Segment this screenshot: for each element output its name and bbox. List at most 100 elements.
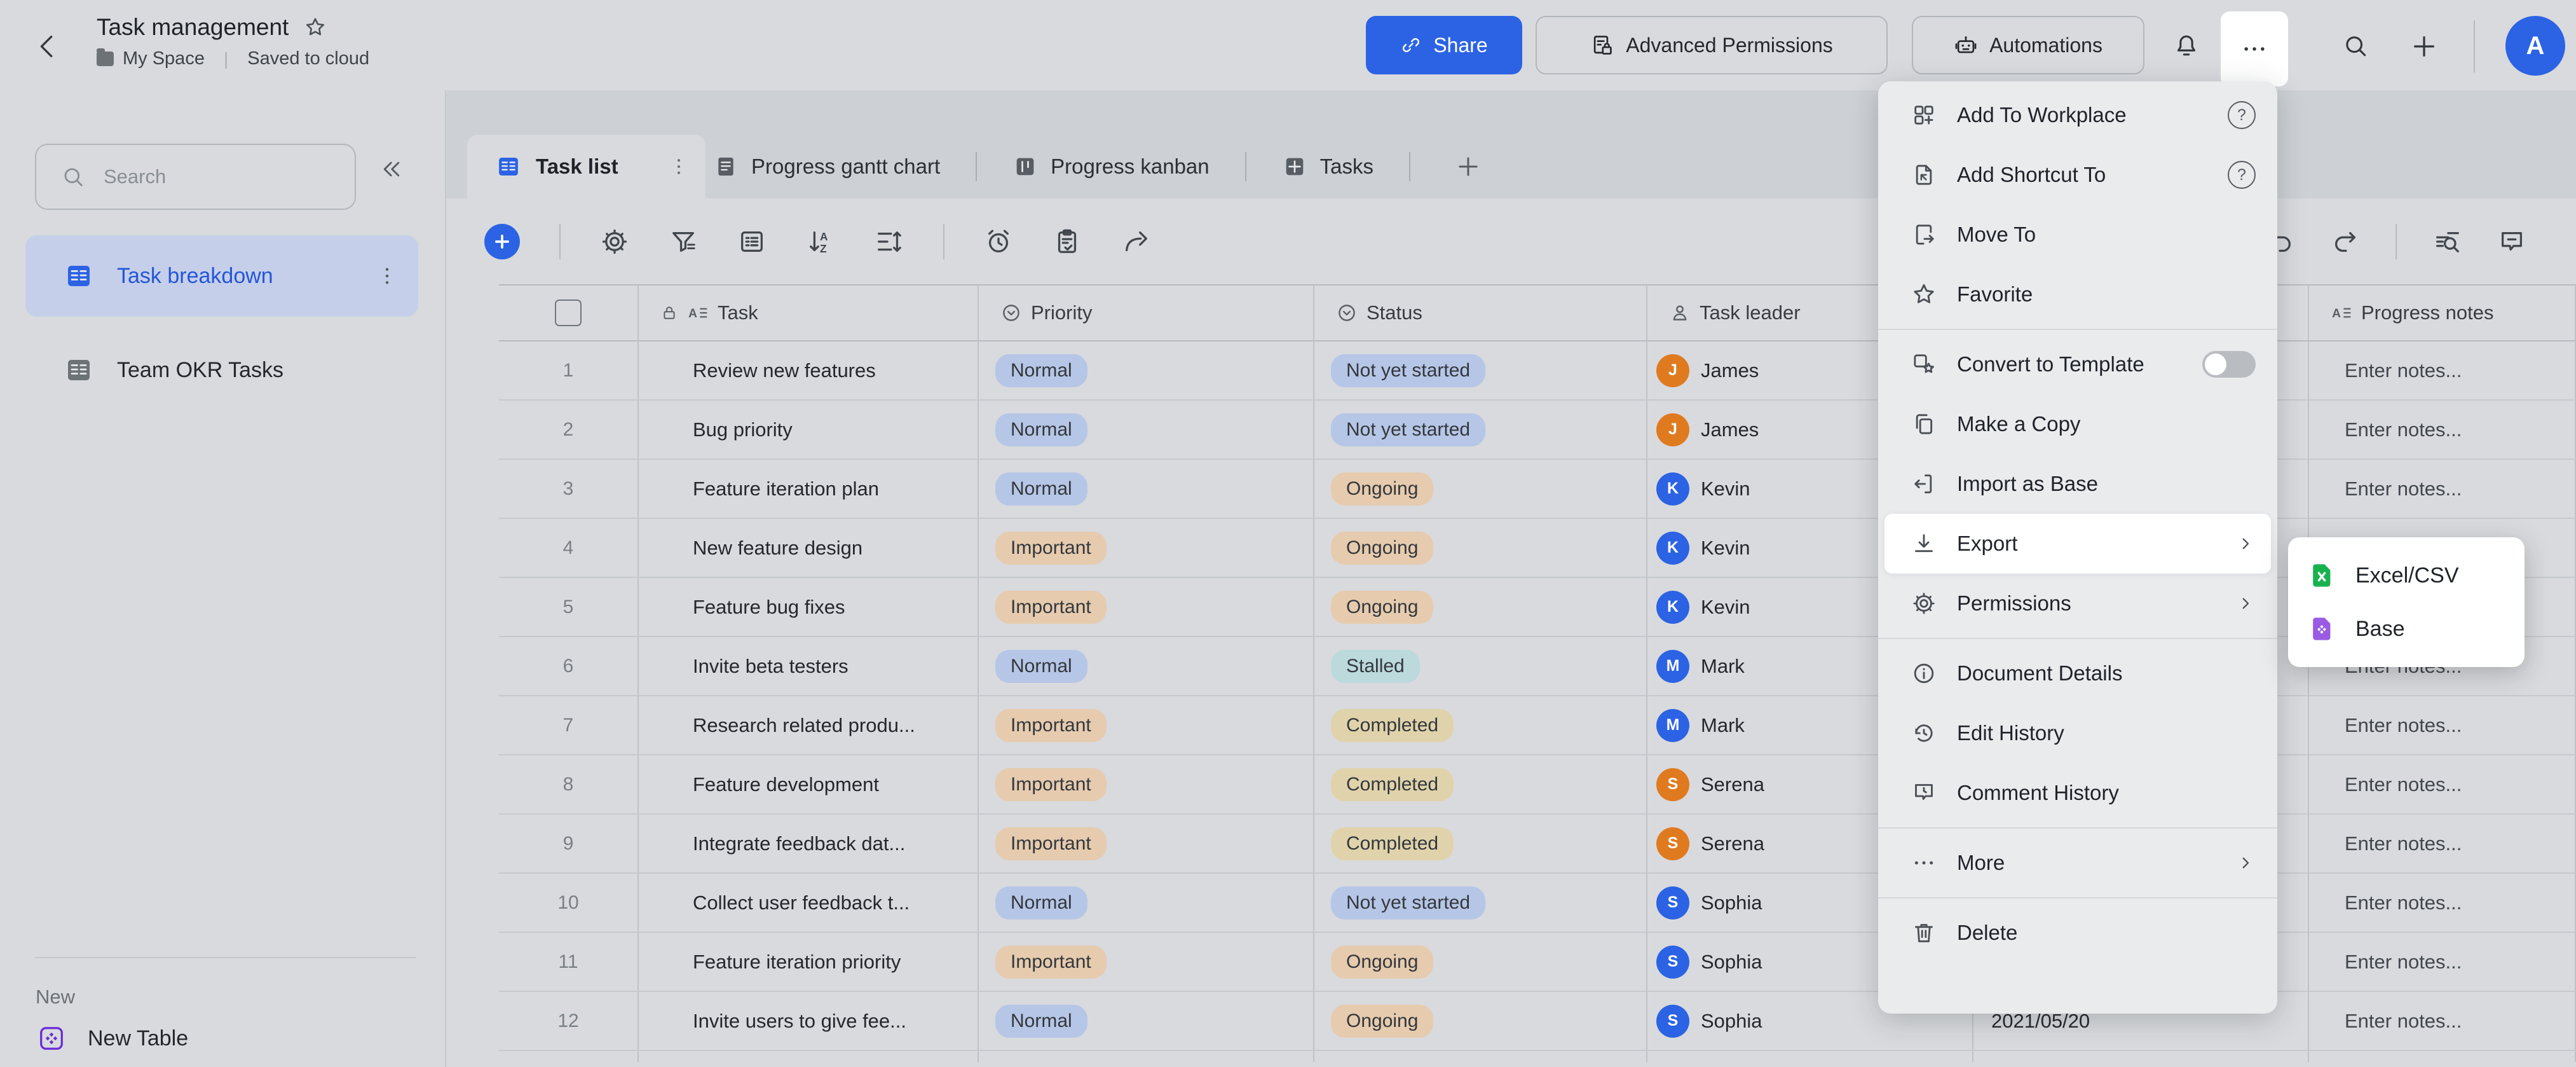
- menu-item-export[interactable]: Export: [1884, 514, 2271, 574]
- cell-progress-notes[interactable]: Enter notes...: [2309, 874, 2576, 933]
- list-box-icon[interactable]: [737, 227, 767, 256]
- cell-status[interactable]: Not yet started: [1314, 341, 1647, 401]
- help-icon[interactable]: ?: [2228, 101, 2256, 129]
- favorite-star-icon[interactable]: [304, 16, 327, 39]
- collapse-sidebar-icon[interactable]: [379, 156, 404, 182]
- find-list-icon[interactable]: [2432, 227, 2462, 256]
- cell-task[interactable]: Feature iteration plan: [639, 460, 979, 519]
- cell-task[interactable]: Review new features: [639, 341, 979, 401]
- menu-item-make-a-copy[interactable]: Make a Copy: [1878, 394, 2277, 454]
- cell-status[interactable]: Stalled: [1314, 637, 1647, 696]
- help-icon[interactable]: ?: [2228, 161, 2256, 189]
- cell-priority[interactable]: Normal: [979, 460, 1314, 519]
- column-header-progress-notes[interactable]: A Progress notes: [2309, 284, 2576, 341]
- cell-task-leader[interactable]: J James: [1647, 401, 1973, 460]
- menu-item-delete[interactable]: Delete: [1878, 903, 2277, 963]
- advanced-permissions-button[interactable]: Advanced Permissions: [1536, 16, 1888, 74]
- add-view-tab[interactable]: [1438, 153, 1498, 180]
- cell-task-leader[interactable]: S Sophia: [1647, 992, 1973, 1051]
- cell-priority[interactable]: Normal: [979, 401, 1314, 460]
- cell-status[interactable]: Ongoing: [1314, 578, 1647, 637]
- menu-item-document-details[interactable]: Document Details: [1878, 644, 2277, 703]
- submenu-item-excel-csv[interactable]: Excel/CSV: [2307, 551, 2505, 600]
- cell-progress-notes[interactable]: Enter notes...: [2309, 933, 2576, 992]
- share-arrow-icon[interactable]: [1121, 227, 1150, 256]
- column-header-priority[interactable]: Priority: [979, 284, 1314, 341]
- cell-status[interactable]: Ongoing: [1314, 933, 1647, 992]
- cell-progress-notes[interactable]: Enter notes...: [2309, 815, 2576, 874]
- cell-progress-notes[interactable]: Enter notes...: [2309, 696, 2576, 755]
- menu-item-add-shortcut-to[interactable]: Add Shortcut To?: [1878, 145, 2277, 205]
- cell-task[interactable]: Bug priority: [639, 401, 979, 460]
- submenu-item-base[interactable]: Base: [2307, 605, 2505, 653]
- add-record-button[interactable]: [484, 223, 520, 259]
- cell-status[interactable]: Completed: [1314, 755, 1647, 815]
- share-button[interactable]: Share: [1366, 16, 1522, 74]
- more-menu-button[interactable]: [2221, 11, 2288, 86]
- funnel-icon[interactable]: [669, 227, 698, 256]
- cell-task[interactable]: Feature development: [639, 755, 979, 815]
- cell-priority[interactable]: Important: [979, 755, 1314, 815]
- tab-menu-kebab-icon[interactable]: [667, 155, 690, 178]
- cell-task[interactable]: Integrate feedback dat...: [639, 815, 979, 874]
- breadcrumb-space[interactable]: My Space: [123, 48, 205, 69]
- cell-task-leader[interactable]: K Kevin: [1647, 460, 1973, 519]
- cell-priority[interactable]: Important: [979, 519, 1314, 578]
- cell-task-leader[interactable]: S Serena: [1647, 755, 1973, 815]
- alarm-icon[interactable]: [984, 227, 1013, 256]
- search-icon[interactable]: [2341, 32, 2369, 60]
- cell-task-leader[interactable]: S Sophia: [1647, 874, 1973, 933]
- redo-icon[interactable]: [2331, 227, 2360, 256]
- comment-icon[interactable]: [2497, 227, 2526, 256]
- user-avatar[interactable]: A: [2505, 16, 2565, 76]
- cell-priority[interactable]: Important: [979, 815, 1314, 874]
- cell-priority[interactable]: Normal: [979, 341, 1314, 401]
- sidebar-item-task-breakdown[interactable]: Task breakdown: [25, 235, 418, 317]
- column-header-status[interactable]: Status: [1314, 284, 1647, 341]
- sidebar-search[interactable]: [35, 144, 356, 210]
- column-header-task[interactable]: A Task: [639, 284, 979, 341]
- cell-task-leader[interactable]: K Kevin: [1647, 519, 1973, 578]
- cell-task[interactable]: Feature bug fixes: [639, 578, 979, 637]
- sidebar-search-input[interactable]: [102, 165, 315, 189]
- cell-status[interactable]: Not yet started: [1314, 874, 1647, 933]
- menu-item-more[interactable]: More: [1878, 833, 2277, 893]
- column-header-task-leader[interactable]: Task leader: [1647, 284, 1973, 341]
- cell-status[interactable]: Completed: [1314, 696, 1647, 755]
- cell-task[interactable]: Invite beta testers: [639, 637, 979, 696]
- cell-priority[interactable]: Important: [979, 578, 1314, 637]
- cell-progress-notes[interactable]: Enter notes...: [2309, 992, 2576, 1051]
- row-height-icon[interactable]: [875, 227, 904, 256]
- cell-task[interactable]: Research related produ...: [639, 696, 979, 755]
- automations-button[interactable]: Automations: [1912, 16, 2144, 74]
- cell-priority[interactable]: Normal: [979, 637, 1314, 696]
- cell-priority[interactable]: Important: [979, 696, 1314, 755]
- sidebar-new-table-button[interactable]: New Table: [37, 1024, 188, 1053]
- tab-tasks[interactable]: Tasks: [1274, 154, 1381, 179]
- cell-task[interactable]: Feature iteration priority: [639, 933, 979, 992]
- cell-status[interactable]: Completed: [1314, 815, 1647, 874]
- menu-item-import-as-base[interactable]: Import as Base: [1878, 454, 2277, 514]
- menu-item-convert-to-template[interactable]: Convert to Template: [1878, 334, 2277, 394]
- cell-status[interactable]: Not yet started: [1314, 401, 1647, 460]
- select-all-checkbox[interactable]: [555, 299, 582, 326]
- menu-item-favorite[interactable]: Favorite: [1878, 265, 2277, 324]
- menu-item-edit-history[interactable]: Edit History: [1878, 703, 2277, 763]
- back-button[interactable]: [33, 32, 62, 61]
- menu-item-permissions[interactable]: Permissions: [1878, 574, 2277, 633]
- tab-progress-gantt-chart[interactable]: Progress gantt chart: [705, 154, 948, 179]
- clipboard-icon[interactable]: [1053, 227, 1082, 256]
- menu-item-add-to-workplace[interactable]: Add To Workplace?: [1878, 85, 2277, 145]
- cell-progress-notes[interactable]: Enter notes...: [2309, 401, 2576, 460]
- convert-template-toggle[interactable]: [2202, 351, 2256, 378]
- header-checkbox[interactable]: [499, 284, 639, 341]
- cell-progress-notes[interactable]: Enter notes...: [2309, 341, 2576, 401]
- cell-status[interactable]: Ongoing: [1314, 992, 1647, 1051]
- cell-status[interactable]: Ongoing: [1314, 460, 1647, 519]
- cell-progress-notes[interactable]: Enter notes...: [2309, 755, 2576, 815]
- cell-priority[interactable]: Normal: [979, 874, 1314, 933]
- cell-task[interactable]: Collect user feedback t...: [639, 874, 979, 933]
- cell-task[interactable]: New feature design: [639, 519, 979, 578]
- sidebar-item-team-okr-tasks[interactable]: Team OKR Tasks: [25, 329, 418, 411]
